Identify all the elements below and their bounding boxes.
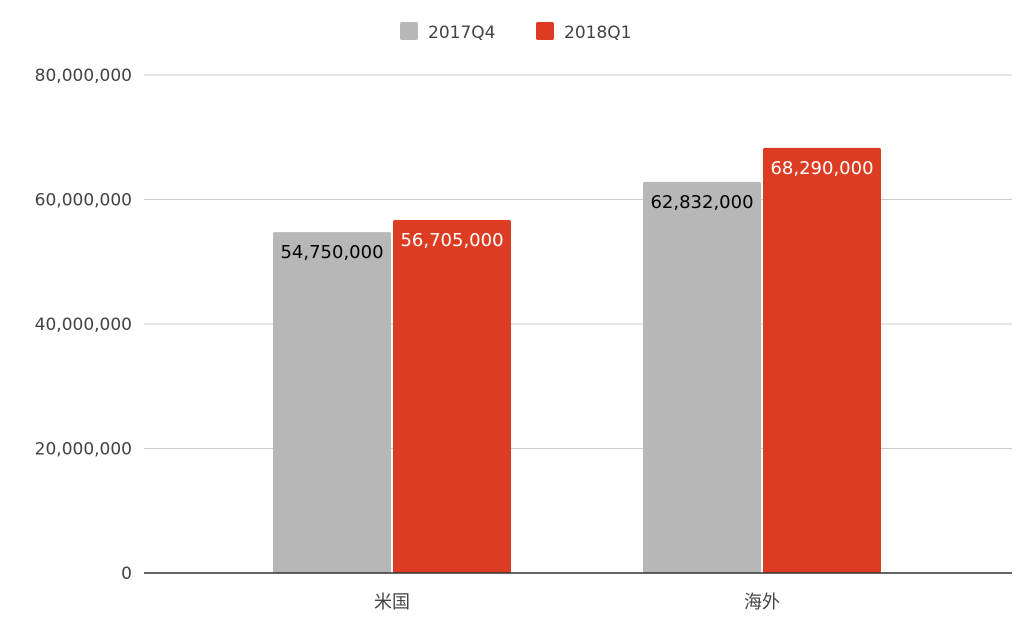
data-labels: 54,750,000 56,705,000 62,832,000 68,290,000 <box>280 158 873 263</box>
y-axis-tick-labels: 0 20,000,000 40,000,000 60,000,000 80,000,00… <box>35 66 132 584</box>
data-label: 54,750,000 <box>280 242 383 263</box>
data-label: 62,832,000 <box>650 192 753 213</box>
legend-swatch <box>400 22 418 40</box>
y-tick-label: 60,000,000 <box>35 191 132 211</box>
legend-swatch <box>536 22 554 40</box>
bars <box>273 147 881 574</box>
x-tick-label: 米国 <box>374 592 410 613</box>
bar <box>393 220 511 574</box>
data-label: 56,705,000 <box>400 230 503 251</box>
legend: 2017Q4 2018Q1 <box>400 22 631 43</box>
bar <box>763 147 881 573</box>
legend-label: 2018Q1 <box>564 23 631 43</box>
bar <box>273 232 391 573</box>
y-tick-label: 20,000,000 <box>35 440 132 460</box>
x-axis-category-labels: 米国 海外 <box>374 592 780 613</box>
data-label: 68,290,000 <box>770 158 873 179</box>
legend-label: 2017Q4 <box>428 23 495 43</box>
y-tick-label: 40,000,000 <box>35 315 132 335</box>
y-tick-label: 0 <box>121 564 132 584</box>
y-tick-label: 80,000,000 <box>35 66 132 86</box>
x-tick-label: 海外 <box>744 592 780 613</box>
bar <box>643 181 761 574</box>
